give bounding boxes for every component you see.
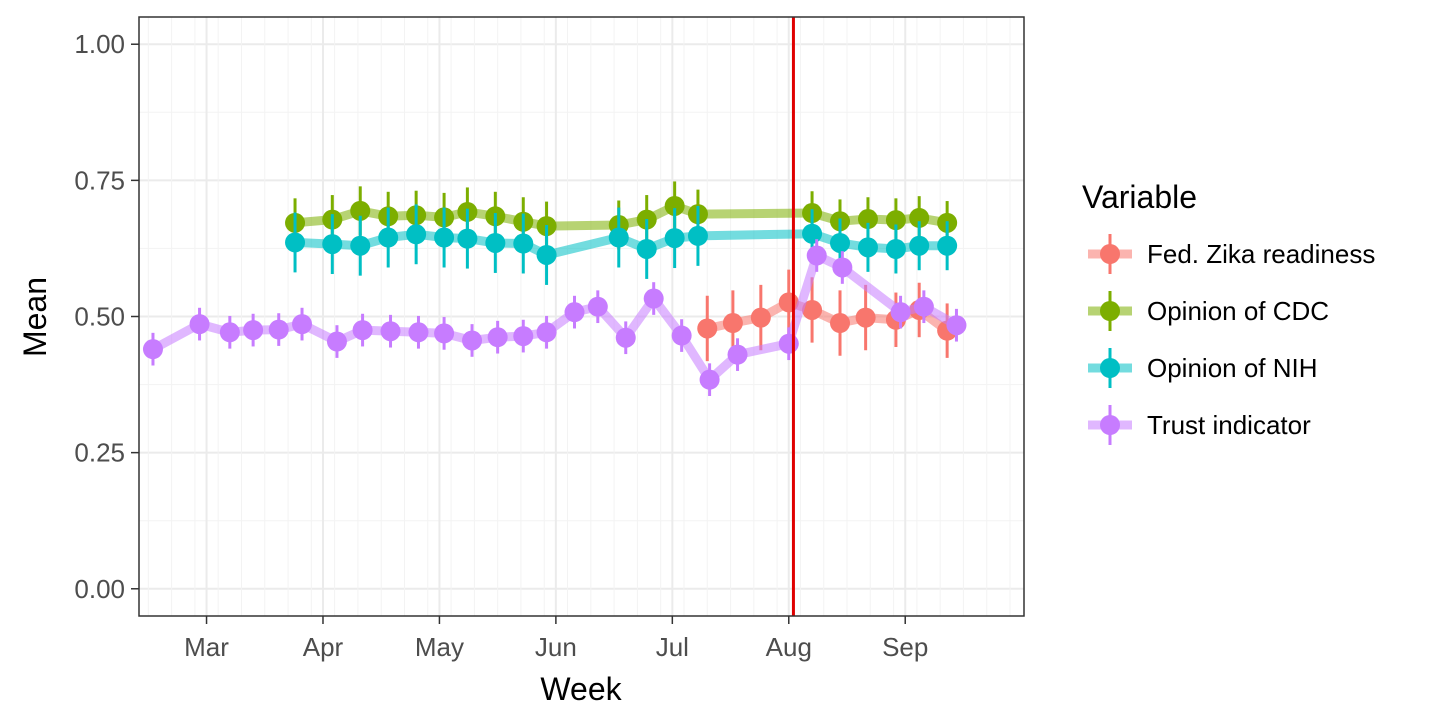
data-point [142,339,163,360]
data-point [457,228,478,249]
data-point [513,326,534,347]
data-point [322,234,343,255]
data-point [802,223,823,244]
x-tick-label: Jun [535,632,577,662]
y-tick-label: 0.00 [74,574,125,604]
data-point [664,228,685,249]
data-point [434,227,455,248]
data-point [699,369,720,390]
legend: Variable Fed. Zika readiness Opinion of C… [1082,179,1375,445]
data-point [909,235,930,256]
data-point [326,331,347,352]
data-point [687,225,708,246]
x-tick-label: Jul [656,632,689,662]
x-tick-label: Aug [766,632,812,662]
data-point [615,327,636,348]
data-point [513,233,534,254]
data-point [536,244,557,265]
x-axis-title: Week [540,671,622,707]
data-point [608,227,629,248]
data-point [408,322,429,343]
data-point [806,245,827,266]
series-opinion-of-nih [285,204,958,285]
series-line [148,251,961,385]
data-point [857,237,878,258]
data-point [462,330,483,351]
data-point [697,318,718,339]
legend-title: Variable [1082,179,1197,215]
legend-key-point [1100,244,1120,264]
data-point [380,321,401,342]
data-point [485,232,506,253]
data-point [778,333,799,354]
data-point [285,232,306,253]
y-tick-label: 0.50 [74,302,125,332]
data-point [750,307,771,328]
legend-label: Opinion of NIH [1147,353,1318,383]
data-point [722,313,743,334]
legend-label: Trust indicator [1147,410,1311,440]
x-tick-label: May [415,632,464,662]
y-tick-label: 0.25 [74,438,125,468]
data-point [378,227,399,248]
x-tick-label: Apr [303,632,344,662]
series-layer [142,181,967,397]
y-tick-label: 1.00 [74,29,125,59]
data-point [587,296,608,317]
data-point [189,314,210,335]
data-point [268,319,289,340]
legend-label: Opinion of CDC [1147,296,1329,326]
data-point [802,299,823,320]
data-point [890,302,911,323]
data-point [857,209,878,230]
x-tick-label: Mar [184,632,229,662]
data-point [243,320,264,341]
data-point [434,323,455,344]
data-point [292,314,313,335]
legend-entry: Opinion of CDC [1088,291,1329,331]
legend-key-point [1100,301,1120,321]
data-point [830,232,851,253]
data-point [564,302,585,323]
y-axis-title: Mean [17,277,53,357]
data-point [909,207,930,228]
series-trust-indicator [142,239,967,397]
legend-key-point [1100,415,1120,435]
legend-entry: Opinion of NIH [1088,348,1318,388]
y-tick-label: 0.75 [74,165,125,195]
data-point [830,313,851,334]
data-point [855,307,876,328]
data-point [885,238,906,259]
data-point [406,224,427,245]
data-point [643,288,664,309]
legend-entry: Trust indicator [1088,405,1311,445]
axes: 0.00 0.25 0.50 0.75 1.00 Mar Apr May Jun Jul Aug Se… [74,29,928,662]
data-point [946,315,967,336]
data-point [219,322,240,343]
data-point [885,210,906,231]
data-point [350,235,371,256]
legend-entry: Fed. Zika readiness [1088,234,1375,274]
data-point [352,320,373,341]
data-point [636,238,657,259]
data-point [832,257,853,278]
legend-key-point [1100,358,1120,378]
data-point [664,195,685,216]
data-point [937,235,958,256]
data-point [350,200,371,221]
legend-label: Fed. Zika readiness [1147,239,1375,269]
data-point [536,322,557,343]
data-point [727,344,748,365]
data-point [671,325,692,346]
data-point [487,327,508,348]
grid [139,17,1024,616]
x-tick-label: Sep [882,632,928,662]
data-point [913,296,934,317]
